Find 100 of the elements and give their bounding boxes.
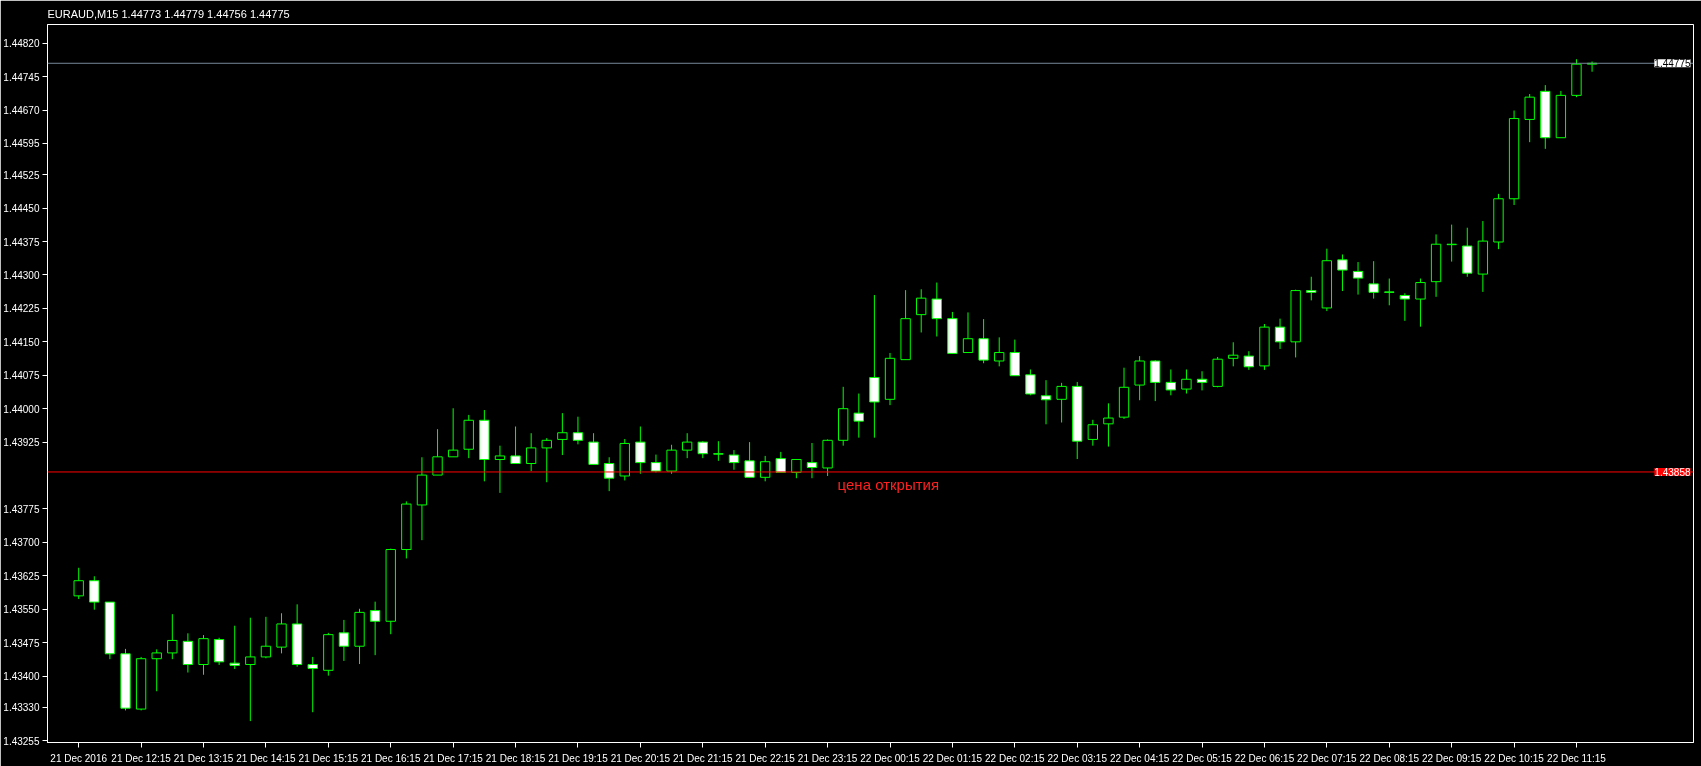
candlestick — [1181, 368, 1192, 395]
candlestick — [666, 444, 677, 475]
candlestick — [1040, 379, 1052, 425]
candlestick — [1228, 341, 1239, 367]
candlestick — [978, 318, 989, 364]
candlestick — [151, 648, 162, 692]
candlestick — [525, 432, 537, 472]
x-tick-label: 21 Dec 15:15 — [298, 752, 359, 764]
candlestick — [728, 449, 740, 471]
y-tick-label: 1.44745 — [3, 71, 40, 83]
x-tick-label: 22 Dec 10:15 — [1484, 752, 1545, 764]
x-tick-label: 22 Dec 02:15 — [985, 752, 1045, 764]
y-tick-label: 1.43925 — [3, 437, 40, 449]
y-tick-label: 1.43625 — [3, 570, 40, 582]
candlestick — [1103, 402, 1114, 448]
y-tick-label: 1.43330 — [3, 702, 40, 714]
candlestick — [1384, 278, 1395, 306]
candlestick — [447, 407, 459, 458]
candlestick — [806, 442, 818, 479]
x-tick-label: 22 Dec 01:15 — [922, 752, 983, 764]
candlestick — [1368, 260, 1379, 300]
y-tick-label: 1.44150 — [3, 336, 40, 348]
ref-line-label: 1.44775 — [1654, 58, 1691, 70]
x-tick-label: 21 Dec 22:15 — [735, 752, 796, 764]
candlestick — [1025, 368, 1036, 396]
candlestick — [1056, 382, 1067, 423]
y-tick-label: 1.44375 — [3, 236, 40, 248]
candlestick — [167, 613, 178, 660]
candlestick — [1009, 339, 1020, 377]
x-tick-label: 22 Dec 06:15 — [1234, 752, 1295, 764]
y-tick-label: 1.44075 — [3, 370, 40, 382]
y-tick-label: 1.44670 — [3, 105, 40, 117]
candlestick — [994, 336, 1005, 367]
candlestick — [432, 428, 443, 476]
candlestick — [1274, 318, 1286, 350]
y-tick-label: 1.43550 — [3, 604, 40, 616]
y-tick-label: 1.44000 — [3, 403, 40, 415]
x-tick-label: 22 Dec 05:15 — [1172, 752, 1233, 764]
candlestick — [1087, 419, 1099, 447]
y-tick-label: 1.43475 — [3, 637, 40, 649]
candlestick — [791, 458, 802, 479]
candlestick — [635, 426, 646, 475]
x-tick-label: 21 Dec 16:15 — [361, 752, 421, 764]
x-tick-label: 22 Dec 04:15 — [1109, 752, 1170, 764]
candlestick — [572, 416, 584, 445]
x-tick-label: 21 Dec 17:15 — [423, 752, 484, 764]
candlestick — [89, 575, 100, 611]
y-tick-label: 1.44300 — [3, 269, 40, 281]
candlestick — [494, 445, 506, 494]
x-tick-label: 21 Dec 19:15 — [548, 752, 609, 764]
ref-line-label: 1.43858 — [1654, 466, 1691, 478]
x-tick-label: 21 Dec 21:15 — [673, 752, 733, 764]
y-tick-label: 1.44525 — [3, 169, 40, 181]
candlestick — [307, 656, 318, 713]
x-tick-label: 21 Dec 20:15 — [610, 752, 671, 764]
y-tick-label: 1.43400 — [3, 671, 40, 683]
y-tick-label: 1.44450 — [3, 203, 40, 215]
candlestick — [73, 567, 84, 600]
candlestick — [916, 288, 927, 333]
candlestick — [1524, 93, 1535, 143]
candlestick — [182, 632, 194, 674]
x-tick-label: 22 Dec 07:15 — [1297, 752, 1358, 764]
y-tick-label: 1.44595 — [3, 138, 40, 150]
candlestick — [931, 282, 942, 337]
candlestick — [229, 625, 240, 670]
candlestick — [962, 311, 974, 354]
candlestick — [1150, 359, 1161, 402]
candlestick — [338, 619, 350, 662]
x-tick-label: 22 Dec 11:15 — [1547, 752, 1607, 764]
y-tick-label: 1.44820 — [3, 38, 40, 50]
candlestick — [1415, 278, 1426, 328]
y-tick-label: 1.44225 — [3, 303, 40, 315]
x-tick-label: 22 Dec 00:15 — [860, 752, 921, 764]
candlestick — [276, 612, 287, 654]
candlestick — [541, 437, 552, 483]
candlestick — [1337, 253, 1348, 292]
x-tick-label: 22 Dec 09:15 — [1421, 752, 1482, 764]
candlestick — [1306, 276, 1317, 301]
chart-title: EURAUD,M15 1.44773 1.44779 1.44756 1.44775 — [47, 7, 290, 20]
candlestick — [1165, 368, 1177, 396]
candlestick — [1352, 261, 1364, 296]
candlestick — [260, 616, 272, 659]
annotation: цена открытия — [837, 475, 940, 493]
candlestick — [682, 432, 693, 459]
x-tick-label: 21 Dec 14:15 — [236, 752, 297, 764]
y-tick-label: 1.43255 — [3, 735, 40, 747]
x-tick-label: 21 Dec 23:15 — [797, 752, 858, 764]
y-tick-label: 1.43775 — [3, 503, 40, 515]
candlestick — [713, 440, 724, 462]
x-tick-label: 22 Dec 03:15 — [1047, 752, 1108, 764]
candlestick — [1196, 370, 1208, 391]
x-tick-label: 21 Dec 2016 — [50, 752, 108, 764]
candlestick — [1243, 350, 1255, 371]
x-tick-label: 22 Dec 08:15 — [1359, 752, 1420, 764]
candlestick — [213, 637, 225, 666]
candlestick — [369, 601, 381, 656]
x-tick-label: 21 Dec 12:15 — [111, 752, 172, 764]
y-tick-label: 1.43700 — [3, 537, 40, 549]
x-tick-label: 21 Dec 13:15 — [173, 752, 234, 764]
candlestick — [245, 617, 256, 722]
